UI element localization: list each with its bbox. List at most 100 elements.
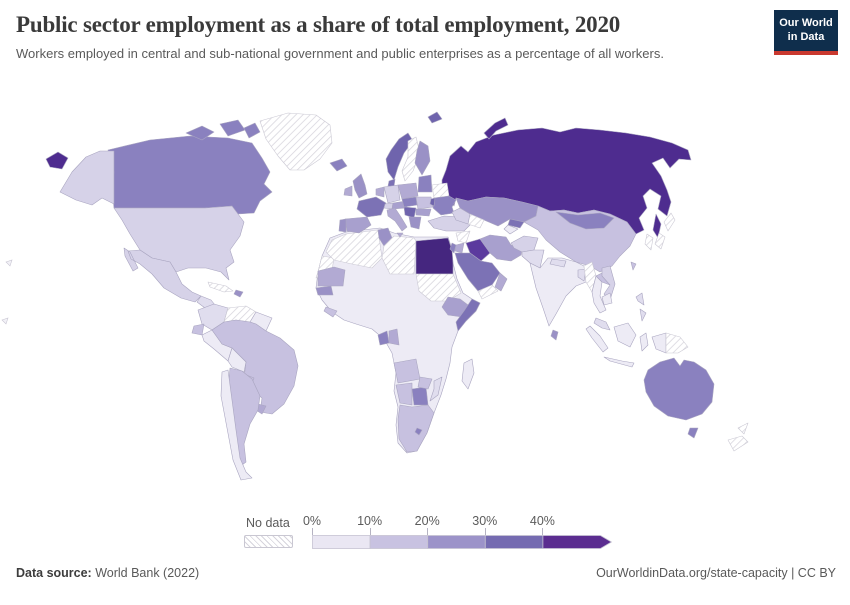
data-source-value: World Bank (2022) <box>91 566 200 580</box>
legend-tick-label-2: 20% <box>414 514 440 528</box>
country-kyrgyzstan[interactable] <box>507 218 525 229</box>
country-bangladesh[interactable] <box>577 268 587 282</box>
country-philippines[interactable] <box>635 292 647 322</box>
legend-tick-label-0: 0% <box>302 514 322 528</box>
country-benelux[interactable] <box>375 186 385 198</box>
legend-bin-4-arrow[interactable] <box>542 535 613 549</box>
country-greenland[interactable] <box>259 112 333 171</box>
chart-subtitle: Workers employed in central and sub-nati… <box>16 46 664 61</box>
legend-tick-label-3: 30% <box>472 514 498 528</box>
country-mauritania[interactable] <box>317 266 346 287</box>
country-nepal[interactable] <box>549 258 567 268</box>
country-germany[interactable] <box>383 184 401 204</box>
country-botswana[interactable] <box>411 386 429 406</box>
country-hispaniola[interactable] <box>233 289 244 298</box>
country-baltic-states[interactable] <box>417 174 433 193</box>
legend-tick <box>484 528 486 535</box>
country-senegal[interactable] <box>315 285 334 296</box>
country-bulgaria[interactable] <box>415 208 432 217</box>
country-cuba[interactable] <box>207 281 234 293</box>
country-syria[interactable] <box>455 230 471 244</box>
country-iraq[interactable] <box>465 238 491 262</box>
country-bolivia[interactable] <box>227 347 247 373</box>
legend-bin-3[interactable] <box>484 535 544 549</box>
country-france[interactable] <box>356 196 387 218</box>
country-serbia[interactable] <box>403 206 417 219</box>
chart-header: Public sector employment as a share of t… <box>16 12 766 63</box>
owid-logo-line2: in Data <box>787 30 825 43</box>
legend-tick <box>369 528 371 535</box>
country-oman[interactable] <box>494 272 508 292</box>
country-taiwan[interactable] <box>630 261 637 271</box>
legend-color-bar: 0% 10% 20% 30% 40% <box>303 514 614 550</box>
legend-bin-2[interactable] <box>427 535 486 549</box>
legend-tick-label-4: 40% <box>529 514 555 528</box>
country-canada[interactable] <box>107 135 273 215</box>
country-poland[interactable] <box>397 182 419 200</box>
country-sudan[interactable] <box>415 273 462 302</box>
country-liberia[interactable] <box>323 306 338 318</box>
country-greece[interactable] <box>408 216 422 230</box>
country-chile[interactable] <box>220 369 253 481</box>
legend-tick-label-1: 10% <box>357 514 383 528</box>
country-norway[interactable] <box>385 132 414 181</box>
country-tajikistan[interactable] <box>503 224 519 235</box>
legend-bin-1[interactable] <box>369 535 429 549</box>
country-lesotho[interactable] <box>414 427 423 436</box>
country-mozambique[interactable] <box>429 376 443 402</box>
country-russia-novaya-zemlya[interactable] <box>483 117 509 140</box>
country-usa-alaska[interactable] <box>59 150 115 206</box>
country-switzerland[interactable] <box>383 202 394 210</box>
country-united-kingdom[interactable] <box>352 173 368 199</box>
country-yemen[interactable] <box>477 284 499 300</box>
country-ireland[interactable] <box>343 185 353 197</box>
country-italy[interactable] <box>386 207 408 238</box>
country-canada-arctic-islands[interactable] <box>185 119 261 141</box>
country-egypt[interactable] <box>415 237 454 275</box>
country-spain[interactable] <box>344 216 372 234</box>
owid-logo[interactable]: Our World in Data <box>774 10 838 55</box>
country-ecuador[interactable] <box>191 323 205 336</box>
country-papua-new-guinea[interactable] <box>665 332 689 354</box>
country-indonesia[interactable] <box>585 322 667 368</box>
country-cambodia[interactable] <box>601 292 613 306</box>
country-moldova[interactable] <box>429 197 436 207</box>
country-mongolia[interactable] <box>555 211 615 230</box>
country-zimbabwe[interactable] <box>417 376 433 390</box>
country-hungary-slovakia[interactable] <box>401 196 418 208</box>
country-korea[interactable] <box>644 233 654 251</box>
country-portugal[interactable] <box>338 218 347 233</box>
country-somalia[interactable] <box>455 298 481 332</box>
country-sri-lanka[interactable] <box>550 329 559 341</box>
legend-bin-0[interactable] <box>312 535 371 549</box>
country-malaysia[interactable] <box>593 317 611 331</box>
country-india[interactable] <box>529 257 587 327</box>
country-belarus[interactable] <box>431 182 450 199</box>
country-jordan[interactable] <box>454 242 465 254</box>
credit-link[interactable]: OurWorldinData.org/state-capacity <box>596 566 788 580</box>
country-australia[interactable] <box>643 357 715 439</box>
country-svalbard[interactable] <box>427 111 443 124</box>
country-new-zealand[interactable] <box>727 422 749 452</box>
small-island <box>1 259 13 325</box>
country-turkmenistan[interactable] <box>451 207 471 225</box>
legend-tick <box>427 528 429 535</box>
page-title: Public sector employment as a share of t… <box>16 12 621 37</box>
country-sweden[interactable] <box>401 136 421 182</box>
legend-tick <box>312 528 313 535</box>
country-madagascar[interactable] <box>461 358 475 390</box>
country-namibia[interactable] <box>395 382 413 406</box>
country-iceland[interactable] <box>329 158 348 172</box>
country-japan[interactable] <box>654 212 676 250</box>
no-data-swatch[interactable] <box>244 535 293 548</box>
country-finland[interactable] <box>414 140 431 176</box>
country-saudi-arabia[interactable] <box>454 252 501 292</box>
country-ukraine[interactable] <box>432 195 457 216</box>
country-russia-chukotka[interactable] <box>45 151 69 170</box>
country-israel[interactable] <box>449 242 457 254</box>
country-congo[interactable] <box>388 328 400 346</box>
country-south-africa[interactable] <box>397 404 435 453</box>
country-angola[interactable] <box>393 358 421 384</box>
data-source-label: Data source: <box>16 566 92 580</box>
